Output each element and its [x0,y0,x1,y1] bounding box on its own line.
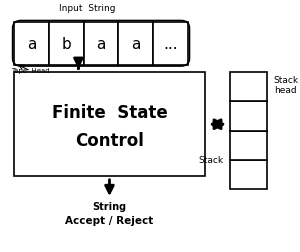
Bar [153,23,188,66]
Text: Accept / Reject: Accept / Reject [65,215,154,226]
Text: Stack
head: Stack head [274,76,299,95]
Bar [230,73,267,102]
Bar [14,23,49,66]
Bar [49,23,84,66]
Text: Input  String: Input String [59,4,116,13]
Text: Tape  Head: Tape Head [11,68,50,74]
Text: b: b [61,37,71,52]
Text: Stack: Stack [198,155,223,165]
Text: a: a [96,37,106,52]
Bar [118,23,153,66]
Bar [230,131,267,160]
Bar [84,23,118,66]
Text: a: a [131,37,140,52]
Text: ...: ... [163,37,178,52]
Text: String: String [92,202,127,212]
Bar [230,160,267,189]
Text: Control: Control [75,131,144,149]
Bar [14,73,205,176]
Text: a: a [27,37,36,52]
Bar [230,102,267,131]
Text: Finite  State: Finite State [52,103,167,121]
